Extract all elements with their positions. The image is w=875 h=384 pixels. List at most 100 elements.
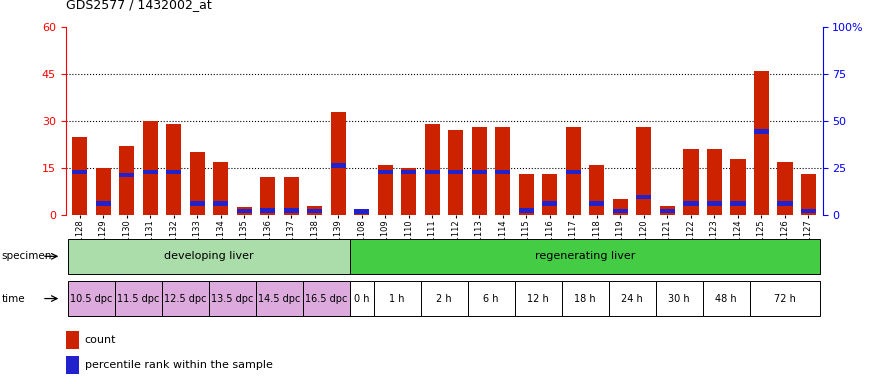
Bar: [424, 170, 440, 174]
Bar: [214, 162, 228, 215]
Bar: [68, 281, 115, 316]
Text: 2 h: 2 h: [437, 293, 452, 304]
Bar: [655, 281, 703, 316]
Text: 13.5 dpc: 13.5 dpc: [212, 293, 254, 304]
Bar: [115, 281, 162, 316]
Bar: [472, 170, 487, 174]
Bar: [562, 281, 609, 316]
Text: 16.5 dpc: 16.5 dpc: [305, 293, 347, 304]
Bar: [612, 199, 628, 215]
Text: 14.5 dpc: 14.5 dpc: [258, 293, 301, 304]
Text: percentile rank within the sample: percentile rank within the sample: [85, 360, 272, 370]
Text: GDS2577 / 1432002_at: GDS2577 / 1432002_at: [66, 0, 212, 12]
Bar: [660, 209, 675, 214]
Bar: [636, 127, 652, 215]
Bar: [448, 170, 464, 174]
Bar: [95, 168, 111, 215]
Bar: [354, 209, 369, 214]
Bar: [331, 112, 346, 215]
Bar: [236, 209, 252, 214]
Bar: [519, 174, 534, 215]
Text: regenerating liver: regenerating liver: [535, 251, 635, 262]
Bar: [143, 170, 158, 174]
Bar: [514, 281, 562, 316]
Bar: [542, 174, 557, 215]
Bar: [753, 71, 769, 215]
Bar: [495, 170, 510, 174]
Text: 48 h: 48 h: [716, 293, 737, 304]
Text: 0 h: 0 h: [354, 293, 369, 304]
Text: 10.5 dpc: 10.5 dpc: [70, 293, 113, 304]
Bar: [421, 281, 467, 316]
Bar: [495, 127, 510, 215]
Bar: [119, 146, 135, 215]
Bar: [777, 162, 793, 215]
Text: 12.5 dpc: 12.5 dpc: [164, 293, 206, 304]
Bar: [66, 331, 80, 349]
Text: 18 h: 18 h: [574, 293, 596, 304]
Bar: [519, 208, 534, 212]
Bar: [777, 201, 793, 206]
Bar: [753, 129, 769, 134]
Bar: [542, 201, 557, 206]
Bar: [378, 170, 393, 174]
Bar: [589, 201, 605, 206]
Bar: [143, 121, 158, 215]
Bar: [190, 201, 205, 206]
Bar: [72, 170, 88, 174]
Bar: [612, 209, 628, 214]
Text: count: count: [85, 335, 116, 345]
Bar: [467, 281, 514, 316]
Bar: [401, 170, 416, 174]
Bar: [609, 281, 655, 316]
Bar: [68, 239, 350, 274]
Bar: [448, 131, 464, 215]
Bar: [703, 281, 750, 316]
Text: 6 h: 6 h: [483, 293, 499, 304]
Bar: [566, 127, 581, 215]
Bar: [801, 209, 816, 214]
Bar: [683, 201, 698, 206]
Bar: [256, 281, 303, 316]
Bar: [66, 356, 80, 374]
Bar: [166, 170, 181, 174]
Bar: [350, 281, 374, 316]
Bar: [350, 239, 820, 274]
Bar: [472, 127, 487, 215]
Bar: [236, 207, 252, 215]
Text: 11.5 dpc: 11.5 dpc: [117, 293, 159, 304]
Bar: [683, 149, 698, 215]
Bar: [354, 214, 369, 215]
Bar: [589, 165, 605, 215]
Bar: [707, 201, 722, 206]
Bar: [731, 201, 746, 206]
Bar: [374, 281, 421, 316]
Text: time: time: [2, 293, 25, 304]
Text: 30 h: 30 h: [668, 293, 690, 304]
Bar: [284, 208, 299, 212]
Text: 12 h: 12 h: [528, 293, 549, 304]
Bar: [401, 168, 416, 215]
Bar: [260, 208, 276, 212]
Bar: [260, 177, 276, 215]
Bar: [566, 170, 581, 174]
Text: 72 h: 72 h: [774, 293, 796, 304]
Bar: [307, 209, 322, 214]
Bar: [707, 149, 722, 215]
Text: 1 h: 1 h: [389, 293, 405, 304]
Text: developing liver: developing liver: [164, 251, 254, 262]
Text: specimen: specimen: [2, 251, 52, 262]
Bar: [307, 206, 322, 215]
Bar: [214, 201, 228, 206]
Bar: [190, 152, 205, 215]
Bar: [801, 174, 816, 215]
Bar: [119, 173, 135, 177]
Bar: [166, 124, 181, 215]
Bar: [660, 206, 675, 215]
Bar: [209, 281, 256, 316]
Text: 24 h: 24 h: [621, 293, 643, 304]
Bar: [331, 163, 346, 168]
Bar: [636, 195, 652, 199]
Bar: [750, 281, 820, 316]
Bar: [95, 201, 111, 206]
